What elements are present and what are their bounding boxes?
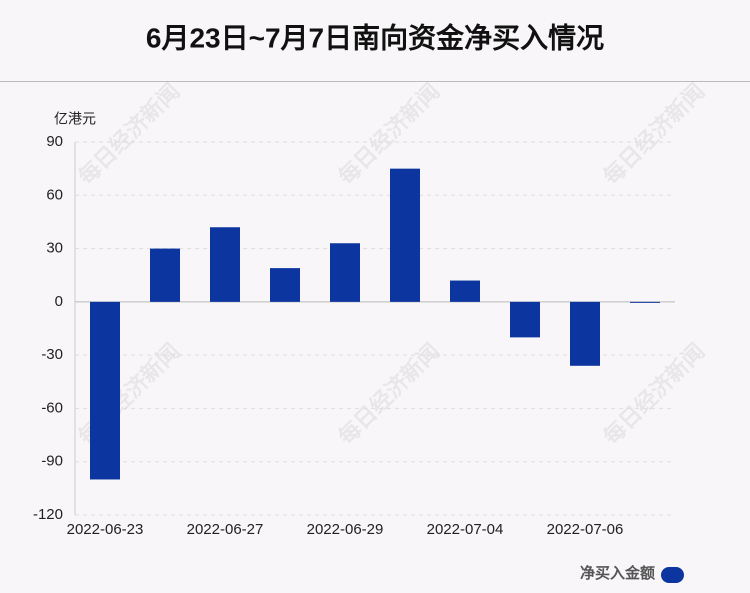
x-tick-label: 2022-07-04 [427,521,504,538]
x-tick-label: 2022-06-29 [307,521,384,538]
bar [330,243,360,302]
legend-label: 净买入金额 [580,564,655,582]
y-tick-label: -30 [41,346,63,363]
x-tick-label: 2022-06-27 [187,521,264,538]
bar [630,301,660,303]
bar [450,280,480,302]
bar [270,268,300,302]
y-tick-label: 60 [46,186,63,203]
legend-swatch [661,567,684,583]
bar [390,168,420,302]
x-tick-label: 2022-06-23 [67,521,144,538]
bar [570,301,600,366]
x-tick-label: 2022-07-06 [547,521,624,538]
y-tick-label: -60 [41,399,63,416]
bar [210,227,240,302]
y-axis-label: 亿港元 [54,111,96,127]
y-tick-label: -120 [33,506,63,523]
y-tick-label: 90 [46,133,63,150]
y-tick-label: 0 [55,293,63,310]
chart-title: 6月23日~7月7日南向资金净买入情况 [146,21,604,53]
bar [150,248,180,302]
y-tick-label: -90 [41,453,63,470]
y-tick-label: 30 [46,240,63,257]
bar [510,301,540,338]
bar [90,301,120,480]
